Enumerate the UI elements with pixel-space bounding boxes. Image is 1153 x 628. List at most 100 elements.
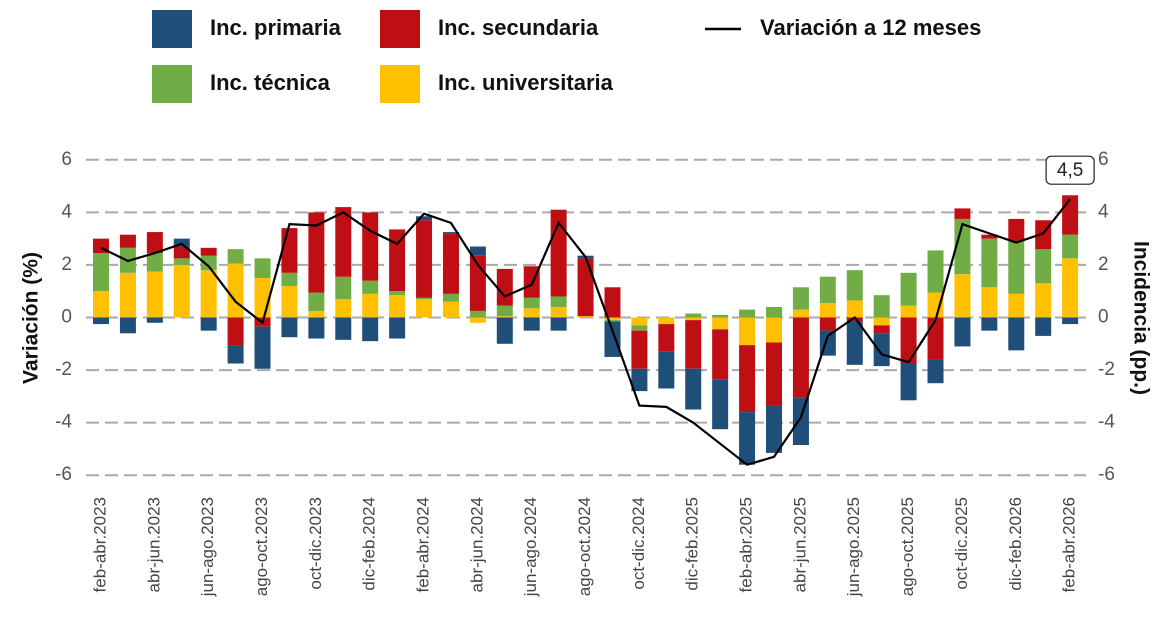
bar-segment [469,310,486,318]
bar-segment [442,293,459,302]
bar-segment [712,317,729,330]
bar-segment [1035,317,1052,336]
value-label: 4,5 [1057,160,1083,181]
line [100,198,1071,466]
bar-segment [927,359,944,384]
bar-segment [900,305,917,318]
x-tick-label: ago-oct.2024 [575,497,594,596]
bar-segment [873,325,890,334]
x-tick-label: dic-feb.2026 [1006,497,1025,591]
bar-segment [604,317,621,321]
y-tick-label: 6 [61,149,72,170]
x-tick-label: feb-abr.2023 [90,497,109,592]
bar-segment [416,297,433,300]
bar-segment [792,287,809,310]
y-axis-title: Variación (%) [20,252,43,384]
y2-tick-label: -4 [1098,412,1115,433]
x-tick-label: oct-dic.2023 [306,497,325,590]
bar-segment [631,330,648,369]
bar-segment [227,345,244,364]
bar-segment [523,297,540,309]
bar-segment [1062,317,1079,325]
bar-segment [254,258,271,279]
bar-segment [658,351,675,389]
bar-segment [846,317,863,322]
legend-swatch [152,10,192,48]
bar-segment [819,303,836,318]
bar-segment [1008,241,1025,294]
y-tick-label: -2 [55,359,72,380]
y-tick-label: 4 [61,201,72,222]
y-tick-label: -4 [55,412,72,433]
bar-segment [954,208,971,219]
bar-segment [362,280,379,294]
bar-segment [146,317,163,323]
bar-segment [954,218,971,275]
bar-segment [308,292,325,311]
bar-segment [819,276,836,304]
bar-segment [469,246,486,256]
bar-segment [308,317,325,339]
y-tick-label: -6 [55,464,72,485]
bar-segment [308,310,325,318]
bar-segment [469,317,486,323]
bar-segment [93,253,109,292]
legend-swatch [152,65,192,103]
bar-segment [416,216,433,221]
bar-segment [631,317,648,326]
bar-segment [873,295,890,318]
bar-segment [819,317,836,331]
bar-segment [281,317,298,338]
x-tick-label: dic-feb.2025 [683,497,702,591]
bar-segment [496,305,513,317]
bar-segment [416,299,433,318]
bar-segment [362,317,379,342]
bar-segment [496,317,513,344]
x-tick-label: abr-jun.2023 [144,497,163,592]
y2-tick-label: -2 [1098,359,1115,380]
bar-segment [416,220,433,298]
bar-segment [442,233,459,294]
bar-segment [146,253,163,272]
bar-segment [658,324,675,352]
x-tick-label: oct-dic.2024 [629,497,648,590]
bar-segment [712,329,729,380]
bar-segment [685,368,702,410]
bar-segment [792,397,809,445]
bar-segment [281,228,298,273]
y2-tick-label: -6 [1098,464,1115,485]
y-tick-label: 2 [61,254,72,275]
bar-segment [1062,234,1079,259]
bar-segment [604,320,621,322]
bar-segment [739,345,756,413]
legend-label: Inc. universitaria [438,70,614,95]
legend-label: Inc. técnica [210,70,331,95]
bar-segment [254,326,271,369]
bar-segment [873,333,890,367]
bar-segment [1008,293,1025,318]
bar-segment [1062,195,1079,235]
bar-segment [550,306,567,318]
x-tick-label: dic-feb.2024 [360,497,379,591]
bar-segment [658,317,675,325]
bar-segment [766,306,782,318]
bar-segment [927,250,944,293]
bar-segment [227,249,244,264]
bar-segment [1035,283,1052,318]
legend-label: Inc. secundaria [438,15,599,40]
bar-segment [335,317,352,340]
bar-segment [739,309,756,318]
x-tick-label: ago-oct.2025 [898,497,917,596]
bar-segment [685,313,702,318]
bar-segment [227,317,244,346]
bar-segment [281,272,298,286]
bar-segment [550,317,567,331]
bar-segment [954,274,971,318]
bar-segment [200,317,217,331]
bar-segment [146,232,163,254]
x-tick-label: feb-abr.2025 [737,497,756,592]
bar-segment [900,317,917,364]
x-tick-label: oct-dic.2025 [952,497,971,590]
bar-segment [389,295,406,318]
